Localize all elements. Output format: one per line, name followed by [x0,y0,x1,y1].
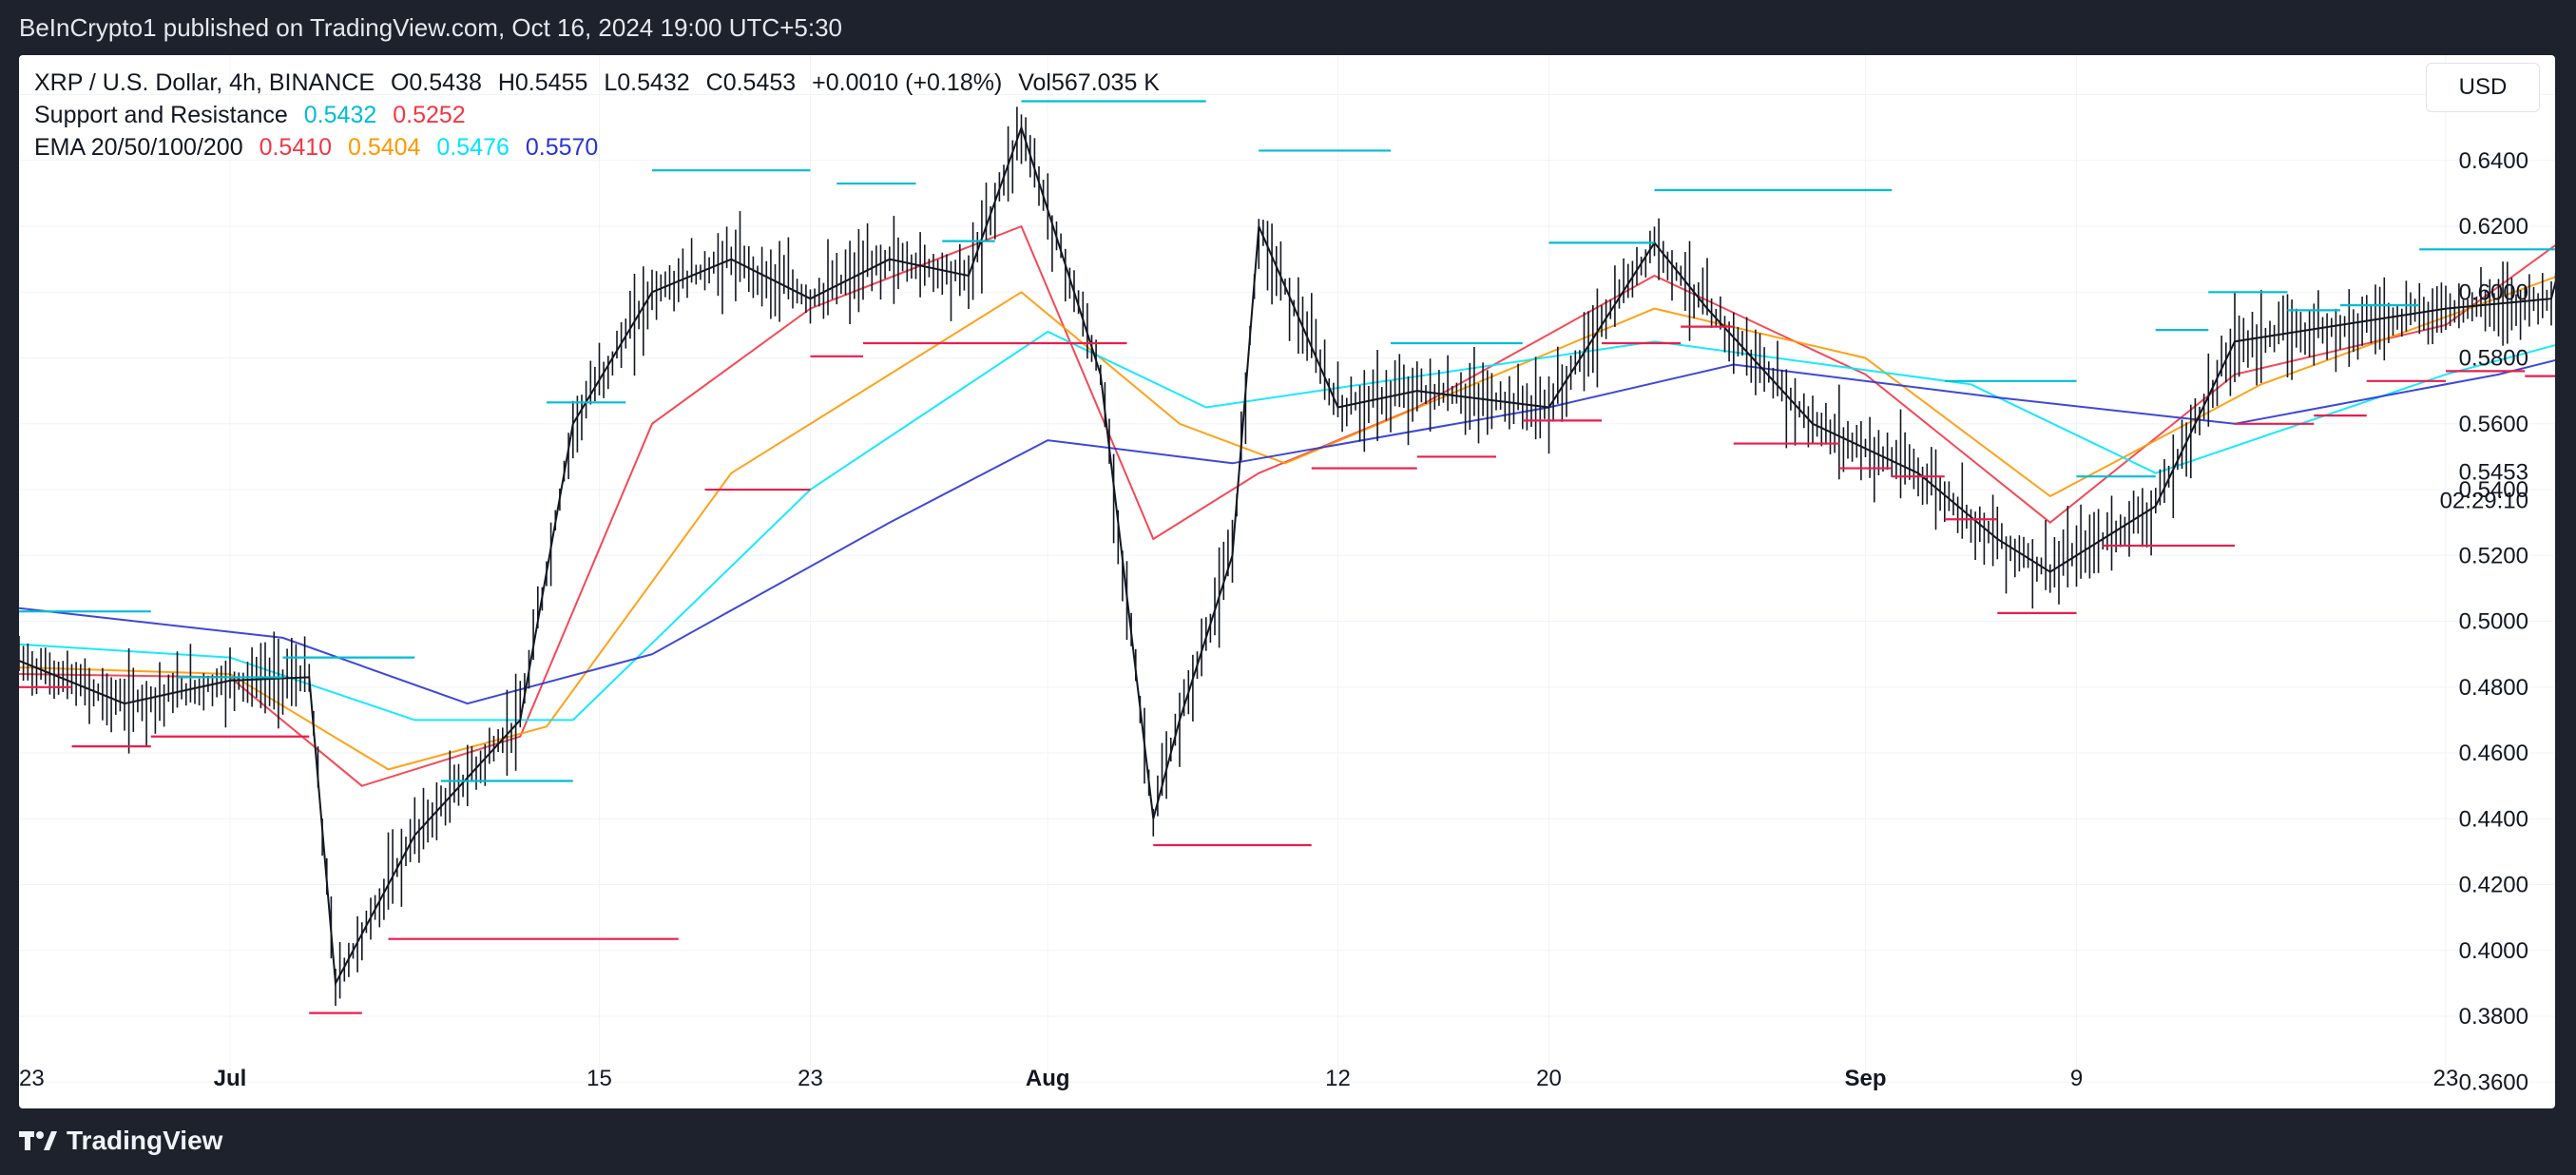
y-tick-label-1: 0.3800 [2459,1004,2528,1030]
currency-button[interactable]: USD [2426,63,2540,112]
series-ema50-line [19,276,2555,771]
y-tick-label-13: 0.6200 [2459,214,2528,240]
y-tick-label-12: 0.6000 [2459,279,2528,305]
footer-bar: TradingView [0,1108,2576,1175]
sr-support-value: 0.5252 [393,102,466,128]
x-tick-label-1: Jul [214,1066,247,1091]
chart-panel[interactable]: 0.3600 0.3800 0.4000 0.4200 0.4400 0.4600 0.48… [19,55,2555,1108]
y-tick-label-6: 0.4800 [2459,675,2528,701]
y-tick-label-10: 0.5600 [2459,412,2528,437]
high-value: H0.5455 [497,69,588,96]
y-tick-label-8: 0.5200 [2459,543,2528,568]
y-tick-label-7: 0.5000 [2459,609,2528,635]
x-tick-label-6: 20 [1536,1066,1562,1091]
x-tick-label-5: 12 [1325,1066,1351,1091]
y-tick-label-14: 0.6400 [2459,148,2528,174]
x-tick-label-9: 23 [2433,1066,2459,1091]
x-tick-label-2: 15 [586,1066,612,1091]
y-tick-label-3: 0.4200 [2459,873,2528,898]
open-value: O0.5438 [390,69,482,96]
series-ema100-line [19,330,2555,722]
tradingview-logo[interactable]: TradingView [19,1126,222,1156]
ema50-value: 0.5404 [348,134,421,161]
ema20-value: 0.5410 [259,134,333,161]
sr-label: Support and Resistance [34,102,288,128]
legend-symbol-row[interactable]: XRP / U.S. Dollar, 4h, BINANCE O0.5438 H… [34,67,1160,99]
volume-value: Vol567.035 K [1018,69,1160,96]
x-tick-label-8: 9 [2070,1066,2083,1091]
x-tick-label-4: Aug [1026,1066,1070,1091]
chart-legend: XRP / U.S. Dollar, 4h, BINANCE O0.5438 H… [34,67,1160,164]
close-value: C0.5453 [705,69,797,96]
x-tick-label-7: Sep [1844,1066,1886,1091]
series-price-line [19,125,2555,987]
price-chart[interactable]: 0.3600 0.3800 0.4000 0.4200 0.4400 0.4600 0.48… [19,55,2555,1108]
low-value: L0.5432 [604,69,690,96]
legend-ema-row[interactable]: EMA 20/50/100/200 0.5410 0.5404 0.5476 0… [34,131,1160,164]
symbol-label: XRP / U.S. Dollar, 4h, BINANCE [34,69,375,96]
legend-sr-row[interactable]: Support and Resistance 0.5432 0.5252 [34,99,1160,131]
publisher-bar: BeInCrypto1 published on TradingView.com… [0,0,2576,55]
change-value: +0.0010 (+0.18%) [812,69,1003,96]
bar-countdown-label: 02:29:10 [2440,489,2528,514]
y-tick-label-5: 0.4600 [2459,741,2528,766]
publisher-text: BeInCrypto1 published on TradingView.com… [19,13,842,42]
sr-resistance-value: 0.5432 [303,102,377,128]
x-tick-label-0: 23 [19,1066,45,1091]
y-tick-label-4: 0.4400 [2459,806,2528,832]
last-price-label: 0.5453 [2459,460,2528,486]
series-ema20-line [19,224,2555,787]
y-tick-label-2: 0.4000 [2459,938,2528,964]
x-tick-label-3: 23 [798,1066,823,1091]
y-tick-label-11: 0.5800 [2459,346,2528,372]
ema200-value: 0.5570 [525,134,599,161]
ema-label: EMA 20/50/100/200 [34,134,243,161]
y-tick-label-9: 0.5400 [2459,477,2528,503]
y-tick-label-0: 0.3600 [2459,1069,2528,1095]
tradingview-brand-text: TradingView [67,1126,223,1155]
tradingview-logo-icon [19,1131,57,1150]
ema100-value: 0.5476 [436,134,509,161]
